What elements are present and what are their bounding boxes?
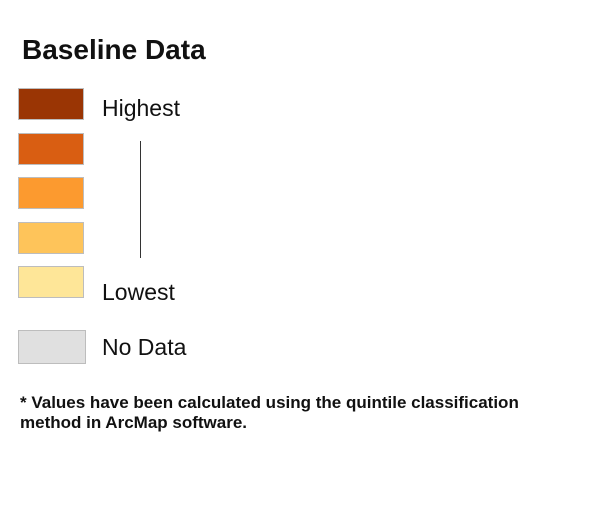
legend-label-no-data: No Data — [102, 334, 187, 360]
legend-swatch-class-2 — [18, 222, 84, 254]
legend-title: Baseline Data — [22, 34, 206, 65]
legend-swatch-highest — [18, 88, 84, 120]
legend-swatch-lowest — [18, 266, 84, 298]
legend-range-line — [140, 141, 141, 258]
legend-swatch-class-4 — [18, 133, 84, 165]
legend-swatch-class-3 — [18, 177, 84, 209]
legend-swatch-no-data — [18, 330, 86, 364]
legend-label-lowest: Lowest — [102, 279, 175, 305]
legend-label-highest: Highest — [102, 95, 180, 121]
legend-footnote: * Values have been calculated using the … — [20, 393, 519, 432]
